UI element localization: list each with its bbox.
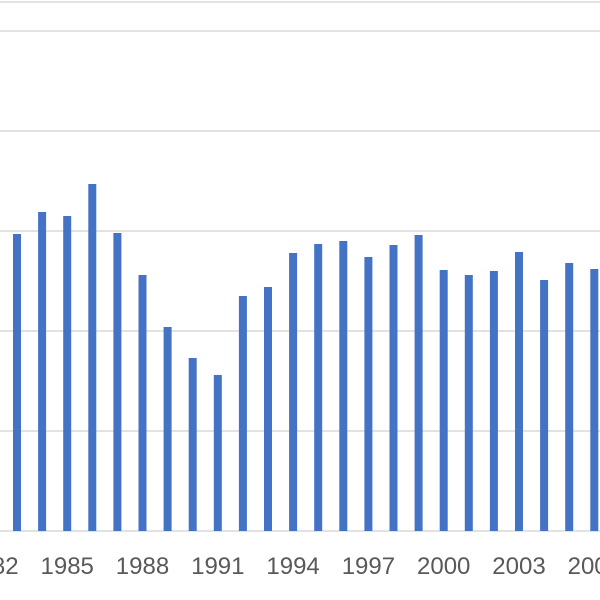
bars: [13, 184, 599, 531]
bar-2001: [464, 275, 473, 531]
bar-2000: [439, 270, 448, 531]
bar-1990: [188, 358, 197, 531]
bar-1995: [314, 244, 323, 531]
x-tick-label: 2000: [417, 553, 470, 580]
bar-1989: [163, 327, 172, 531]
bar-1994: [289, 253, 298, 531]
x-tick-label: 2003: [492, 553, 545, 580]
x-tick-labels: 1982 1985 1988 1991 1994 1997 2000 2003 2006: [0, 553, 600, 580]
bar-1988: [138, 275, 147, 531]
gridlines: [0, 1, 600, 532]
x-tick-label: 1997: [342, 553, 395, 580]
bar-2002: [489, 271, 498, 531]
bar-1983: [13, 234, 21, 531]
bar-2003: [515, 252, 523, 531]
bar-1986: [88, 184, 97, 531]
x-tick-label: 1982: [0, 553, 19, 580]
bar-1987: [113, 233, 122, 531]
bar-1984: [38, 212, 47, 531]
bar-1985: [63, 216, 72, 531]
bar-1996: [339, 241, 348, 531]
bar-1998: [389, 245, 398, 531]
x-tick-label: 2006: [568, 553, 600, 580]
bar-2004: [540, 280, 549, 531]
x-tick-label: 1985: [41, 553, 94, 580]
bar-2006: [590, 269, 599, 531]
bar-1997: [364, 257, 373, 531]
x-tick-label: 1988: [116, 553, 169, 580]
x-tick-label: 1994: [266, 553, 319, 580]
bar-2005: [565, 263, 574, 531]
bar-1992: [238, 296, 247, 531]
bar-1991: [213, 375, 222, 531]
bar-1993: [264, 287, 272, 531]
bar-1999: [414, 235, 423, 531]
x-tick-label: 1991: [191, 553, 244, 580]
